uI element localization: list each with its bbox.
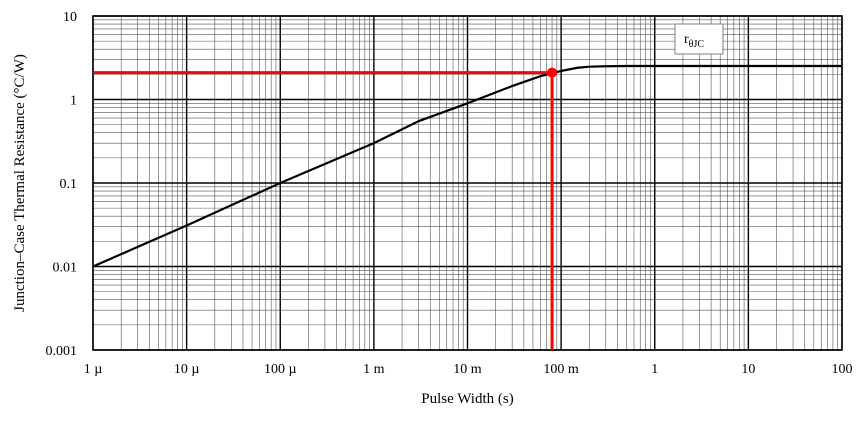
x-tick-label: 10 µ [174, 362, 200, 377]
y-tick-label: 0.1 [60, 177, 78, 192]
plot-frame [92, 15, 843, 351]
marker-layer [93, 67, 558, 350]
legend-box [674, 23, 724, 55]
x-tick-label: 1 µ [84, 362, 103, 377]
x-tick-label: 100 m [543, 362, 579, 377]
x-tick-label: 10 m [453, 362, 482, 377]
x-tick-labels: 1 µ 10 µ 100 µ 1 m 10 m 100 m 1 10 100 [84, 362, 853, 377]
x-tick-label: 1 [651, 362, 658, 377]
y-tick-labels: 0.001 0.01 0.1 1 10 [46, 10, 78, 359]
x-tick-label: 10 [741, 362, 755, 377]
legend: rθJC [674, 23, 724, 55]
x-axis-title: Pulse Width (s) [421, 391, 513, 407]
y-tick-label: 1 [70, 94, 77, 109]
marker-point [547, 67, 558, 78]
y-tick-label: 10 [63, 10, 77, 25]
legend-label-subscript: θJC [689, 39, 705, 50]
x-tick-label: 1 m [363, 362, 385, 377]
y-tick-label: 0.01 [53, 261, 78, 276]
y-axis-title: Junction–Case Thermal Resistance (°C/W) [12, 54, 28, 312]
legend-label-main: r [684, 32, 689, 47]
x-tick-label: 100 [832, 362, 853, 377]
y-tick-label: 0.001 [46, 344, 78, 359]
x-tick-label: 100 µ [264, 362, 297, 377]
legend-label: rθJC [684, 32, 704, 50]
